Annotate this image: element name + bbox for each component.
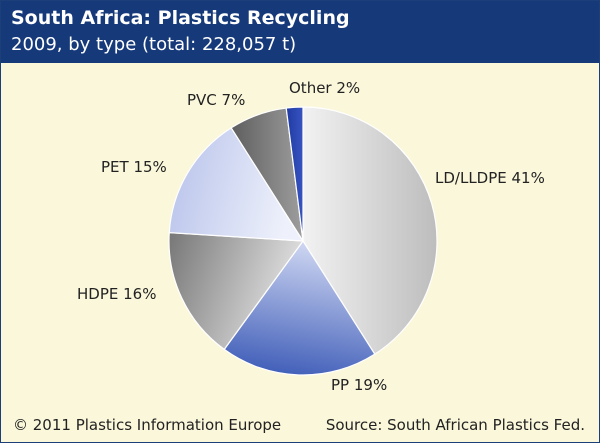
copyright-note: © 2011 Plastics Information Europe [13,416,282,434]
pie-slice-other [285,106,304,242]
pie-label-pet: PET 15% [101,158,167,176]
pie-chart: LD/LLDPE 41% PP 19% HDPE 16% PET 15% PVC… [77,79,545,394]
chart-header: South Africa: Plastics Recycling 2009, b… [1,1,599,63]
pie-label-pp: PP 19% [331,376,387,394]
pie-label-pvc: PVC 7% [187,91,245,109]
pie-slice-hdpe [168,231,305,351]
chart-title: South Africa: Plastics Recycling [11,7,350,29]
pie-label-hdpe: HDPE 16% [77,285,156,303]
pie-slice-pet [168,127,305,242]
chart-subtitle: 2009, by type (total: 228,057 t) [11,34,297,55]
pie-label-other: Other 2% [289,79,360,97]
pie-slice-ld-lldpe [302,106,438,355]
source-note: Source: South African Plastics Fed. [325,416,585,434]
pie-slice-pp [223,239,376,376]
pie-label-ld-lldpe: LD/LLDPE 41% [435,169,545,187]
